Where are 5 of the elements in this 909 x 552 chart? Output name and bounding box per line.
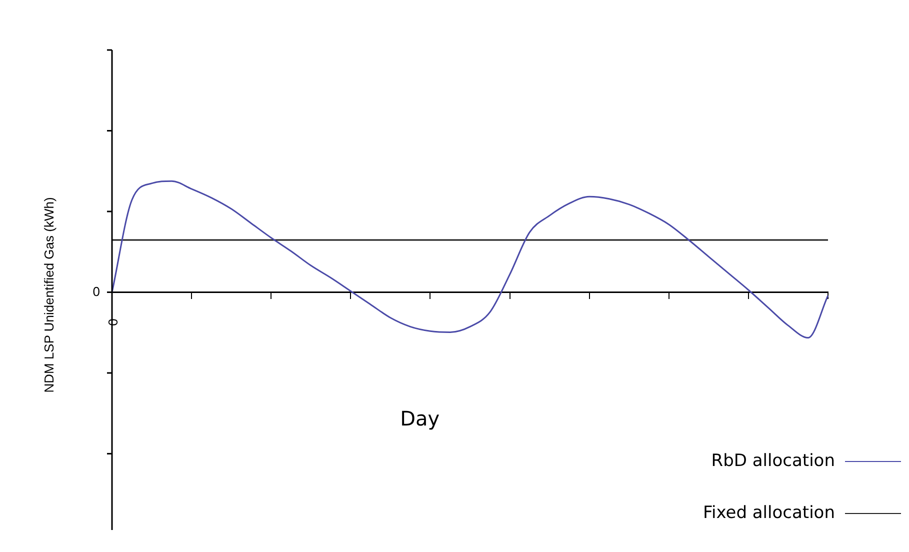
y-axis-title: NDM LSP Unidentified Gas (kWh) <box>42 197 57 393</box>
legend-label: Fixed allocation <box>702 503 835 523</box>
legend-label: RbD allocation <box>711 451 835 471</box>
x-axis-title: Day <box>400 406 440 430</box>
text: 0 <box>92 284 100 299</box>
